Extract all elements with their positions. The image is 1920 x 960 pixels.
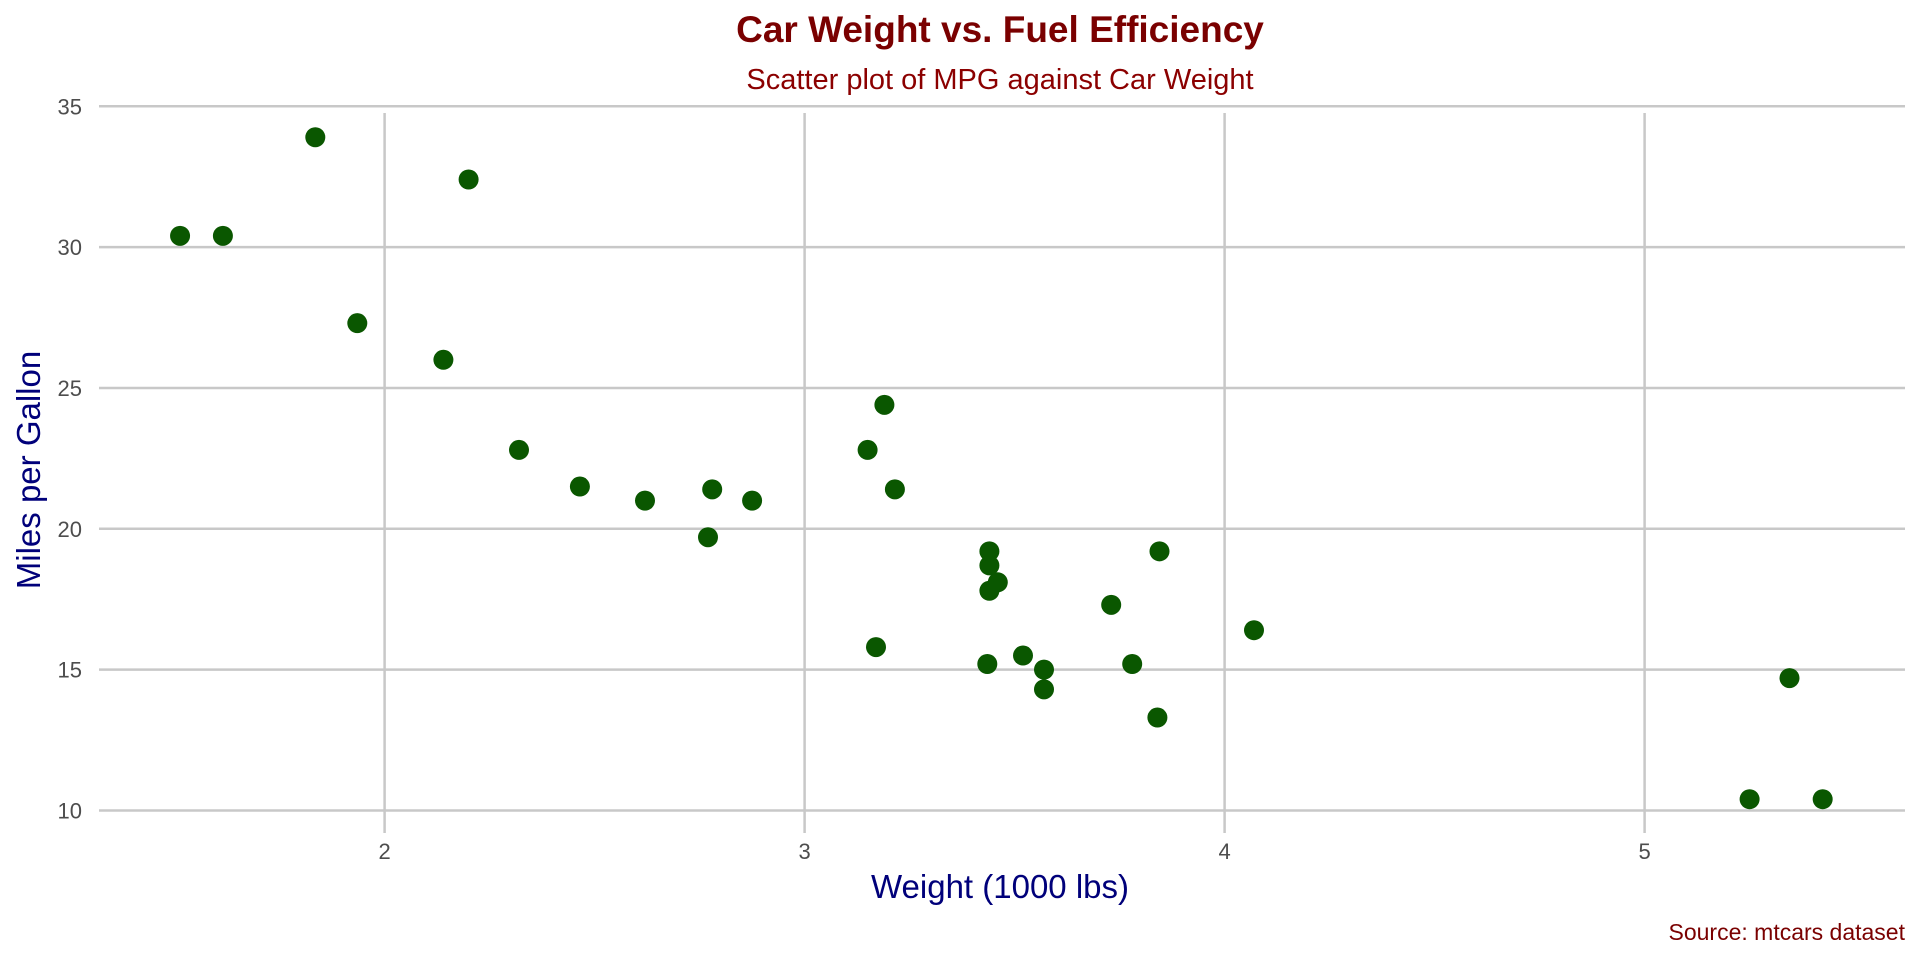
data-point [1779,668,1800,689]
x-tick-label: 2 [378,839,390,864]
y-tick-label: 30 [58,235,82,260]
data-point [857,439,878,460]
data-point [1013,645,1033,666]
y-tick-label: 10 [58,798,82,823]
grid-lines [99,105,1905,833]
data-points [170,127,1833,810]
data-point [1244,620,1264,641]
data-point [433,349,454,370]
data-point [170,225,191,246]
data-point [1812,789,1833,810]
x-tick-label: 4 [1218,839,1230,864]
data-point [977,653,998,674]
x-axis-title: Weight (1000 lbs) [871,868,1129,905]
data-point [884,479,905,500]
y-tick-label: 25 [58,376,82,401]
data-point [305,127,326,148]
data-point [866,637,886,658]
data-point [979,580,1000,601]
data-point [509,439,529,460]
data-point [702,479,723,500]
tick-labels: 10 15 20 25 30 35 2 3 4 5 [58,94,1651,864]
y-tick-label: 35 [58,94,82,119]
y-tick-label: 15 [58,658,82,683]
data-point [1149,541,1170,562]
data-point [1101,594,1122,615]
chart-title: Car Weight vs. Fuel Efficiency [736,9,1264,50]
y-axis-title: Miles per Gallon [10,351,47,589]
y-tick-label: 20 [58,517,82,542]
data-point [698,527,718,548]
data-point [1122,653,1143,674]
data-point [874,394,895,415]
data-point [1034,679,1054,700]
chart-caption: Source: mtcars dataset [1669,919,1906,945]
data-point [979,541,1000,562]
chart-subtitle: Scatter plot of MPG against Car Weight [746,64,1253,96]
data-point [458,169,479,190]
data-point [212,225,233,246]
data-point [1034,659,1054,680]
data-point [569,476,590,497]
data-point [635,490,655,511]
data-point [347,313,368,334]
data-point [742,490,763,511]
data-point [1147,707,1168,728]
x-tick-label: 3 [798,839,810,864]
x-tick-label: 5 [1638,839,1650,864]
data-point [979,555,1000,576]
data-point [1739,789,1760,810]
